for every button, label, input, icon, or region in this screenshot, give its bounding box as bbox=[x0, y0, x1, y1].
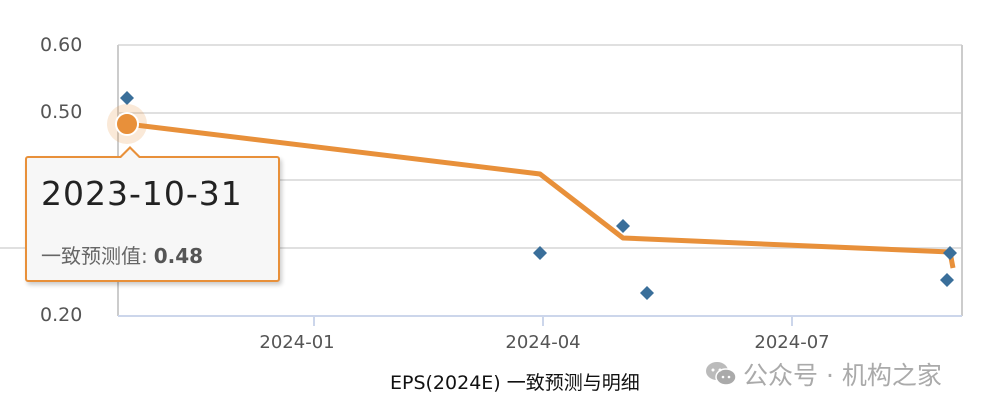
y-tick: 0.20 bbox=[40, 304, 83, 326]
wechat-icon bbox=[706, 362, 737, 386]
highlighted-point bbox=[115, 112, 139, 136]
y-tick: 0.50 bbox=[40, 101, 83, 123]
tooltip-row: 一致预测值: 0.48 bbox=[41, 240, 203, 269]
tooltip-date: 2023-10-31 bbox=[41, 174, 243, 213]
detail-points bbox=[120, 91, 957, 300]
x-tick: 2024-01 bbox=[259, 332, 335, 353]
watermark: 公众号 · 机构之家 bbox=[705, 356, 942, 392]
y-tick: 0.60 bbox=[40, 34, 83, 56]
tooltip: 2023-10-31 一致预测值: 0.48 bbox=[25, 146, 280, 282]
watermark-text: 公众号 · 机构之家 bbox=[743, 361, 942, 390]
tooltip-value: 0.48 bbox=[153, 244, 204, 268]
tooltip-label: 一致预测值: bbox=[41, 244, 148, 268]
x-tick: 2024-07 bbox=[754, 332, 830, 353]
x-tick: 2024-04 bbox=[505, 332, 581, 353]
chart-title: EPS(2024E) 一致预测与明细 bbox=[390, 372, 640, 394]
